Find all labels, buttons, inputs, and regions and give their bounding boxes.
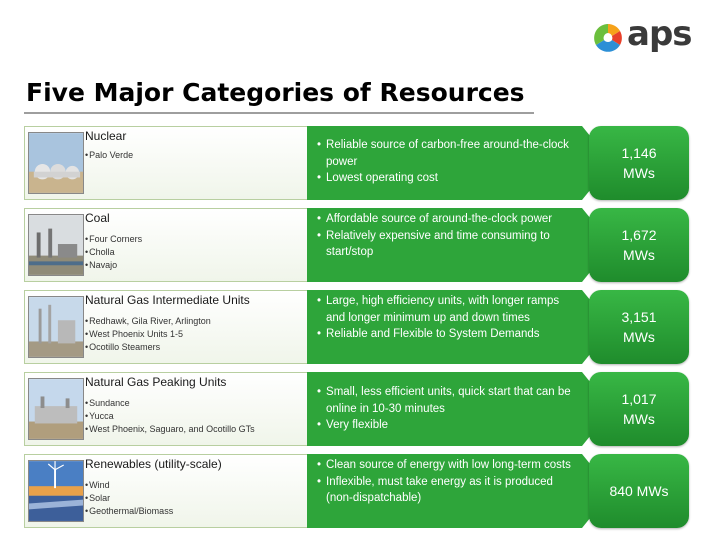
description-item: Reliable source of carbon-free around-th… <box>316 137 576 170</box>
description-item: Clean source of energy with low long-ter… <box>316 457 576 474</box>
category-title: Renewables (utility-scale) <box>85 457 222 471</box>
description-item: Affordable source of around-the-clock po… <box>316 211 576 228</box>
aps-logo-icon <box>594 24 622 52</box>
site-item: Palo Verde <box>85 149 133 162</box>
coal-plant-photo-icon <box>28 214 84 276</box>
site-list: Sundance Yucca West Phoenix, Saguaro, an… <box>85 397 255 436</box>
peaking-plant-photo-icon <box>28 378 84 440</box>
brand-name: aps <box>627 14 693 54</box>
capacity-value: 1,146 MWs <box>621 145 657 181</box>
description-item: Small, less efficient units, quick start… <box>316 384 576 417</box>
description-item: Very flexible <box>316 417 576 434</box>
resource-row-coal: Coal Four Corners Cholla Navajo Affordab… <box>24 208 694 282</box>
site-item: West Phoenix, Saguaro, and Ocotillo GTs <box>85 423 254 436</box>
wind-solar-photo-icon <box>28 460 84 522</box>
category-panel: Renewables (utility-scale) Wind Solar Ge… <box>24 454 324 528</box>
site-item: West Phoenix Units 1-5 <box>85 328 211 341</box>
site-item: Navajo <box>85 259 142 272</box>
site-list: Wind Solar Geothermal/Biomass <box>85 479 173 518</box>
nuclear-plant-photo-icon <box>28 132 84 194</box>
site-item: Ocotillo Steamers <box>85 341 211 354</box>
capacity-value: 1,017 MWs <box>621 391 657 427</box>
description-list: Clean source of energy with low long-ter… <box>316 457 576 507</box>
resource-row-gas-peaking: Natural Gas Peaking Units Sundance Yucca… <box>24 372 694 446</box>
description-list: Affordable source of around-the-clock po… <box>316 211 576 261</box>
capacity-badge: 1,672 MWs <box>589 208 689 282</box>
site-list: Redhawk, Gila River, Arlington West Phoe… <box>85 315 211 354</box>
resource-row-nuclear: Nuclear Palo Verde Reliable source of ca… <box>24 126 694 200</box>
category-panel: Nuclear Palo Verde <box>24 126 324 200</box>
page-title: Five Major Categories of Resources <box>26 78 525 107</box>
description-list: Reliable source of carbon-free around-th… <box>316 137 576 187</box>
site-item: Four Corners <box>85 233 142 246</box>
description-item: Inflexible, must take energy as it is pr… <box>316 474 576 507</box>
description-item: Relatively expensive and time consuming … <box>316 228 576 261</box>
resource-row-renewables: Renewables (utility-scale) Wind Solar Ge… <box>24 454 694 528</box>
site-item: Sundance <box>85 397 255 410</box>
category-panel: Natural Gas Intermediate Units Redhawk, … <box>24 290 324 364</box>
capacity-badge: 1,146 MWs <box>589 126 689 200</box>
description-item: Reliable and Flexible to System Demands <box>316 326 576 343</box>
resource-row-gas-intermediate: Natural Gas Intermediate Units Redhawk, … <box>24 290 694 364</box>
gas-plant-photo-icon <box>28 296 84 358</box>
description-list: Small, less efficient units, quick start… <box>316 384 576 434</box>
capacity-value: 3,151 MWs <box>621 309 657 345</box>
site-item: Cholla <box>85 246 142 259</box>
category-title: Natural Gas Peaking Units <box>85 375 227 389</box>
title-divider <box>24 112 534 114</box>
capacity-value: 1,672 MWs <box>621 227 657 263</box>
site-item: Geothermal/Biomass <box>85 505 173 518</box>
site-item: Wind <box>85 479 173 492</box>
capacity-badge: 1,017 MWs <box>589 372 689 446</box>
category-title: Nuclear <box>85 129 127 143</box>
category-title: Coal <box>85 211 110 225</box>
description-list: Large, high efficiency units, with longe… <box>316 293 576 343</box>
description-item: Lowest operating cost <box>316 170 576 187</box>
capacity-badge: 3,151 MWs <box>589 290 689 364</box>
site-item: Yucca <box>85 410 255 423</box>
category-title: Natural Gas Intermediate Units <box>85 293 250 307</box>
category-panel: Coal Four Corners Cholla Navajo <box>24 208 324 282</box>
category-panel: Natural Gas Peaking Units Sundance Yucca… <box>24 372 324 446</box>
capacity-value: 840 MWs <box>609 483 669 499</box>
site-list: Four Corners Cholla Navajo <box>85 233 142 272</box>
description-item: Large, high efficiency units, with longe… <box>316 293 576 326</box>
site-list: Palo Verde <box>85 149 133 162</box>
site-item: Redhawk, Gila River, Arlington <box>85 315 211 328</box>
capacity-badge: 840 MWs <box>589 454 689 528</box>
site-item: Solar <box>85 492 173 505</box>
